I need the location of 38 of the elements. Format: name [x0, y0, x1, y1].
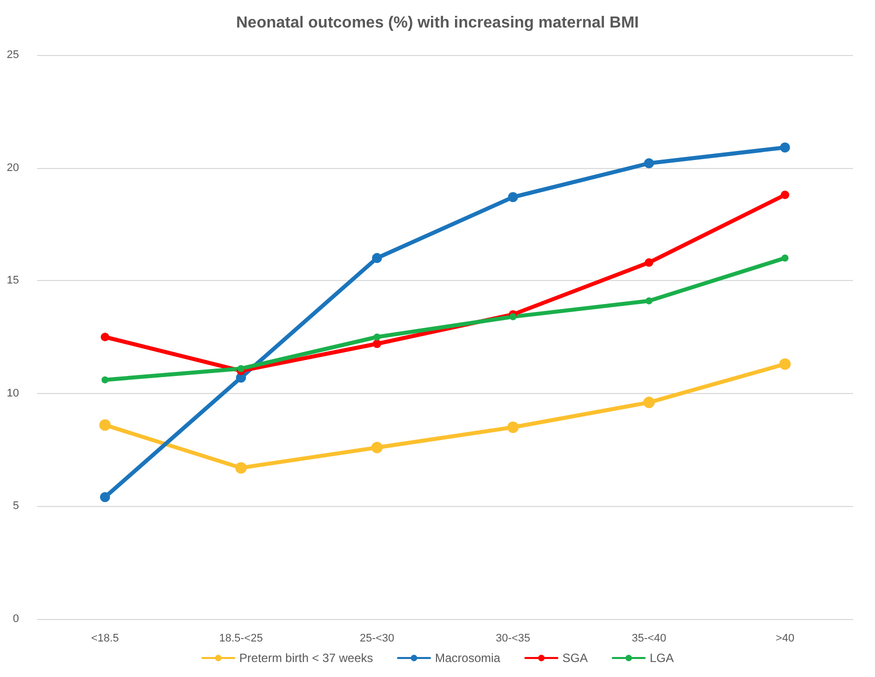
point: [780, 190, 790, 200]
x-tick-label: 25-<30: [360, 632, 394, 644]
point: [507, 421, 519, 433]
legend-label: SGA: [562, 651, 588, 665]
point: [372, 340, 382, 348]
point: [780, 142, 790, 152]
point: [235, 462, 247, 474]
chart-title: Neonatal outcomes (%) with increasing maternal BMI: [236, 14, 639, 32]
y-tick-label: 0: [12, 613, 19, 625]
x-tick-label: 35-<40: [632, 632, 666, 644]
point: [99, 419, 111, 431]
point: [374, 334, 380, 340]
point: [102, 376, 108, 384]
y-tick-label: 5: [12, 500, 19, 512]
point: [644, 258, 654, 267]
point: [508, 192, 518, 202]
y-tick-label: 25: [6, 49, 19, 61]
point: [238, 365, 244, 372]
x-tick-label: >40: [776, 632, 794, 644]
legend-label: Preterm birth < 37 weeks: [239, 651, 374, 665]
y-tick-label: 20: [6, 162, 19, 174]
x-tick-label: <18.5: [91, 632, 119, 644]
x-tick-label: 30-<35: [496, 632, 530, 644]
x-tick-label: 18.5-<25: [219, 632, 263, 644]
point: [371, 442, 383, 454]
point: [510, 313, 516, 320]
y-tick-label: 15: [6, 274, 19, 287]
y-tick-label: 10: [6, 387, 19, 400]
point: [644, 158, 654, 168]
point: [646, 297, 652, 304]
point: [782, 254, 788, 262]
legend-label: LGA: [650, 651, 674, 665]
point: [100, 332, 110, 342]
point: [643, 396, 655, 408]
point: [372, 253, 382, 264]
point: [779, 358, 791, 370]
point: [100, 492, 110, 502]
legend-label: Macrosomia: [435, 651, 501, 665]
